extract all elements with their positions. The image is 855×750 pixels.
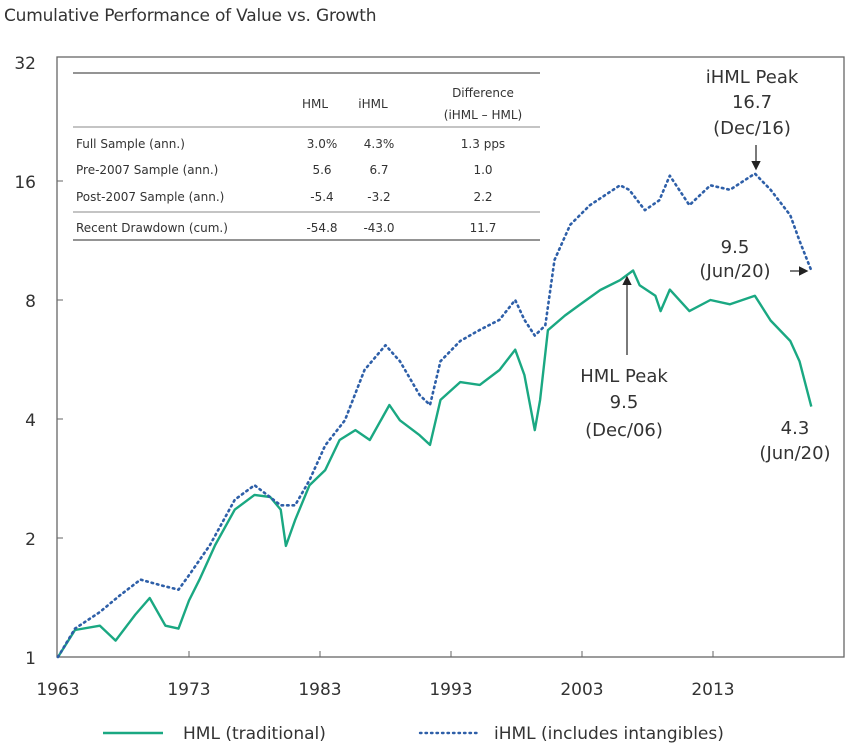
x-tick-label: 1973: [167, 680, 210, 700]
table-header-ihml: iHML: [358, 97, 388, 111]
y-tick-label: 4: [25, 411, 36, 431]
ihml-peak-label: 16.7: [732, 92, 772, 113]
table-row-label: Recent Drawdown (cum.): [76, 221, 228, 235]
y-tick-label: 8: [25, 292, 36, 312]
table-cell: 1.0: [473, 163, 492, 177]
hml-series-line: [56, 269, 813, 658]
y-tick-label: 2: [25, 530, 36, 550]
ihml-peak-label: iHML Peak: [706, 67, 799, 88]
table-cell: 1.3 pps: [461, 137, 505, 151]
x-tick-label: 2013: [691, 680, 734, 700]
x-tick-label: 2003: [560, 680, 603, 700]
hml-peak-label: HML Peak: [580, 366, 668, 387]
chart-title: Cumulative Performance of Value vs. Grow…: [4, 6, 377, 26]
table-cell: 3.0%: [307, 137, 338, 151]
table-cell: 11.7: [470, 221, 497, 235]
table-row-label: Pre-2007 Sample (ann.): [76, 163, 218, 177]
y-tick-label: 32: [14, 54, 36, 74]
ihml-peak-label: (Dec/16): [713, 118, 791, 139]
y-tick-label: 1: [25, 649, 36, 669]
ihml-end-value: 9.5: [721, 237, 750, 258]
table-cell: -3.2: [367, 190, 390, 204]
table-cell: 2.2: [473, 190, 492, 204]
hml-end-value: 4.3: [781, 418, 810, 439]
table-header-hml: HML: [302, 97, 328, 111]
x-tick-label: 1983: [298, 680, 341, 700]
ihml-series-line: [56, 172, 813, 659]
x-tick-label: 1993: [429, 680, 472, 700]
table-header-difference-sub: (iHML – HML): [444, 108, 522, 122]
table-cell: -54.8: [306, 221, 337, 235]
hml-end-date: (Jun/20): [759, 443, 830, 464]
hml-peak-label: 9.5: [610, 392, 639, 413]
table-row-label: Full Sample (ann.): [76, 137, 185, 151]
y-tick-label: 16: [14, 173, 36, 193]
table-cell: -43.0: [363, 221, 394, 235]
table-cell: 6.7: [369, 163, 388, 177]
hml-peak-label: (Dec/06): [585, 420, 663, 441]
x-tick-label: 1963: [36, 680, 79, 700]
legend-ihml-label: iHML (includes intangibles): [494, 724, 724, 744]
table-header-difference: Difference: [452, 86, 514, 100]
table-cell: -5.4: [310, 190, 333, 204]
table-cell: 5.6: [312, 163, 331, 177]
table-row-label: Post-2007 Sample (ann.): [76, 190, 224, 204]
legend-hml-label: HML (traditional): [183, 724, 326, 744]
table-cell: 4.3%: [364, 137, 395, 151]
ihml-end-date: (Jun/20): [699, 261, 770, 282]
